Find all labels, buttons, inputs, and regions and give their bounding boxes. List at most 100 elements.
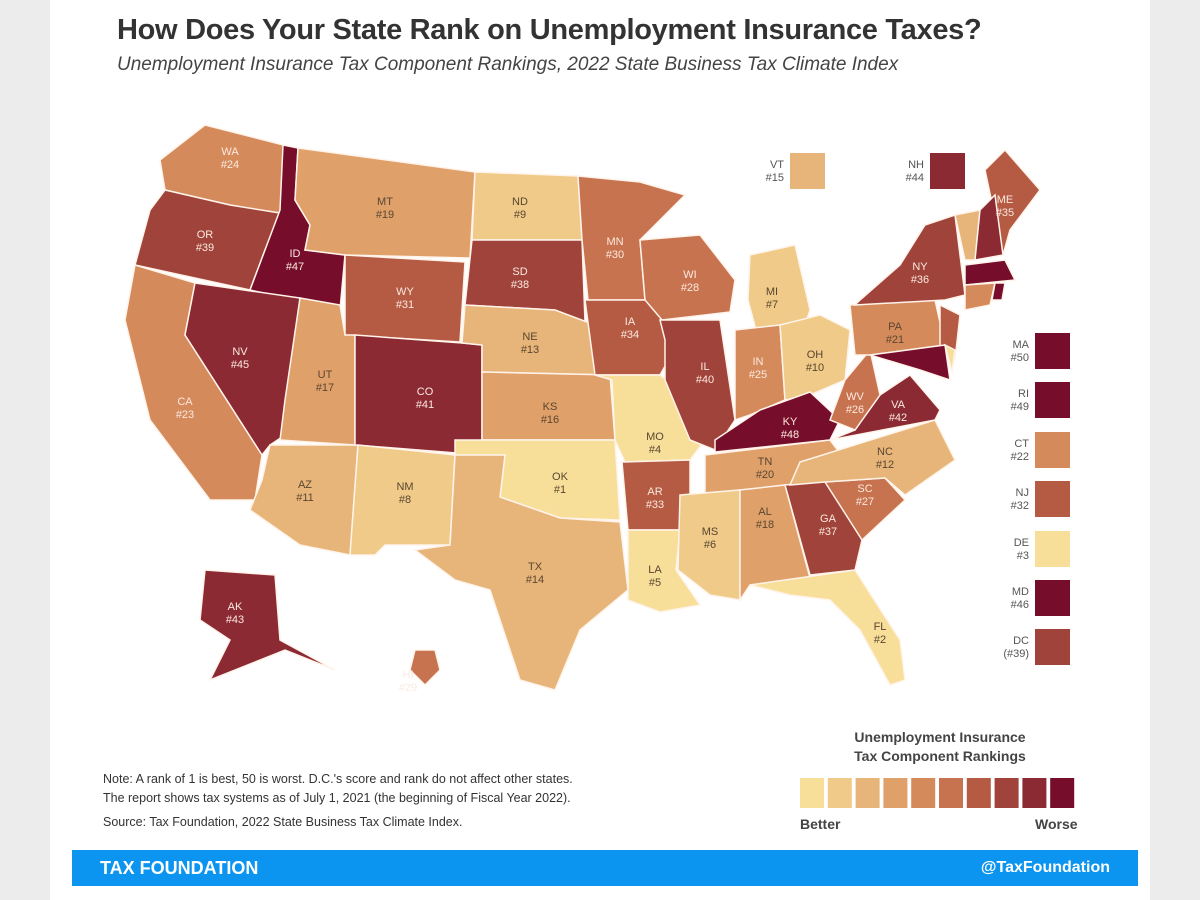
state-rank-ak: #43 — [226, 614, 244, 626]
footer-bar: TAX FOUNDATION @TaxFoundation — [72, 850, 1138, 886]
state-label-sd: SD — [512, 266, 527, 278]
state-rank-ok: #1 — [554, 484, 566, 496]
legend-title-line-1: Unemployment Insurance — [854, 729, 1026, 745]
state-label-or: OR — [197, 229, 214, 241]
state-rank-in: #25 — [749, 369, 767, 381]
state-wi[interactable] — [639, 234, 736, 321]
inset-swatch-nh[interactable] — [930, 153, 965, 189]
state-label-ok: OK — [552, 471, 569, 483]
state-rank-ar: #33 — [646, 499, 664, 511]
note-line-1: Note: A rank of 1 is best, 50 is worst. … — [103, 772, 573, 786]
state-rank-ms: #6 — [704, 539, 716, 551]
state-ny[interactable] — [853, 213, 966, 306]
legend-better-label: Better — [800, 816, 841, 832]
state-label-ia: IA — [625, 316, 636, 328]
footer-handle[interactable]: @TaxFoundation — [980, 859, 1110, 876]
inset-label-nj: NJ — [1016, 487, 1029, 499]
inset-swatch-md[interactable] — [1035, 580, 1070, 616]
state-rank-hi: #29 — [399, 682, 417, 694]
state-rank-mo: #4 — [649, 444, 661, 456]
state-rank-nv: #45 — [231, 359, 249, 371]
legend-title: Unemployment Insurance Tax Component Ran… — [830, 728, 1050, 766]
state-rank-oh: #10 — [806, 362, 824, 374]
inset-rank-ct: #22 — [1011, 451, 1029, 463]
state-rank-ky: #48 — [781, 429, 799, 441]
state-label-il: IL — [700, 361, 709, 373]
state-de[interactable] — [943, 343, 956, 373]
state-label-ca: CA — [177, 396, 193, 408]
inset-rank-vt: #15 — [766, 172, 784, 184]
state-rank-wi: #28 — [681, 282, 699, 294]
state-label-ks: KS — [543, 401, 558, 413]
state-rank-ga: #37 — [819, 526, 837, 538]
inset-swatch-ct[interactable] — [1035, 432, 1070, 468]
state-rank-ks: #16 — [541, 414, 559, 426]
state-label-mt: MT — [377, 196, 393, 208]
state-ak[interactable] — [199, 569, 336, 682]
state-hi[interactable] — [409, 649, 441, 687]
state-rank-tn: #20 — [756, 469, 774, 481]
state-label-la: LA — [648, 564, 662, 576]
state-md[interactable] — [869, 344, 951, 382]
state-label-ne: NE — [522, 331, 537, 343]
state-label-ak: AK — [228, 601, 243, 613]
state-ma[interactable] — [964, 259, 1017, 286]
state-label-mo: MO — [646, 431, 664, 443]
state-ri[interactable] — [991, 282, 1006, 301]
state-label-ms: MS — [702, 526, 719, 538]
state-nh[interactable] — [974, 193, 1004, 261]
state-rank-al: #18 — [756, 519, 774, 531]
inset-label-de: DE — [1014, 537, 1029, 549]
state-wy[interactable] — [344, 254, 466, 343]
state-rank-sd: #38 — [511, 279, 529, 291]
inset-swatch-de[interactable] — [1035, 531, 1070, 567]
state-rank-me: #35 — [996, 207, 1014, 219]
state-label-nd: ND — [512, 196, 528, 208]
state-label-az: AZ — [298, 479, 312, 491]
state-il[interactable] — [659, 319, 736, 451]
footer-brand: TAX FOUNDATION — [100, 858, 259, 878]
state-rank-az: #11 — [296, 492, 314, 504]
state-label-ky: KY — [783, 416, 798, 428]
state-label-tn: TN — [758, 456, 773, 468]
state-label-mn: MN — [606, 236, 623, 248]
page-title: How Does Your State Rank on Unemployment… — [117, 14, 982, 46]
inset-swatch-nj[interactable] — [1035, 481, 1070, 517]
inset-rank-de: #3 — [1017, 550, 1029, 562]
state-rank-la: #5 — [649, 577, 661, 589]
state-rank-wa: #24 — [221, 159, 239, 171]
inset-swatch-dc[interactable] — [1035, 629, 1070, 665]
state-label-co: CO — [417, 386, 434, 398]
inset-rank-md: #46 — [1011, 599, 1029, 611]
state-rank-nc: #12 — [876, 459, 894, 471]
state-label-nm: NM — [396, 481, 413, 493]
inset-label-md: MD — [1012, 586, 1029, 598]
inset-label-nh: NH — [908, 159, 924, 171]
state-ms[interactable] — [677, 489, 741, 601]
state-tx[interactable] — [413, 454, 629, 691]
inset-swatch-vt[interactable] — [790, 153, 825, 189]
inset-swatch-ri[interactable] — [1035, 382, 1070, 418]
inset-label-dc: DC — [1013, 635, 1029, 647]
legend-title-line-2: Tax Component Rankings — [854, 748, 1026, 764]
source-note: Source: Tax Foundation, 2022 State Busin… — [103, 815, 463, 829]
state-rank-pa: #21 — [886, 334, 904, 346]
state-rank-ca: #23 — [176, 409, 194, 421]
inset-rank-dc: (#39) — [1003, 648, 1029, 660]
state-label-id: ID — [290, 248, 301, 260]
inset-swatch-ma[interactable] — [1035, 333, 1070, 369]
state-label-wa: WA — [221, 146, 239, 158]
state-rank-va: #42 — [889, 412, 907, 424]
state-rank-sc: #27 — [856, 496, 874, 508]
state-rank-il: #40 — [696, 374, 714, 386]
state-rank-ny: #36 — [911, 274, 929, 286]
inset-rank-nh: #44 — [906, 172, 924, 184]
state-fl[interactable] — [749, 569, 906, 686]
state-rank-mi: #7 — [766, 299, 778, 311]
state-label-fl: FL — [874, 621, 887, 633]
state-rank-fl: #2 — [874, 634, 886, 646]
note-line-2: The report shows tax systems as of July … — [103, 791, 571, 805]
state-label-nc: NC — [877, 446, 893, 458]
state-nc[interactable] — [788, 419, 956, 496]
state-ct[interactable] — [964, 282, 996, 311]
